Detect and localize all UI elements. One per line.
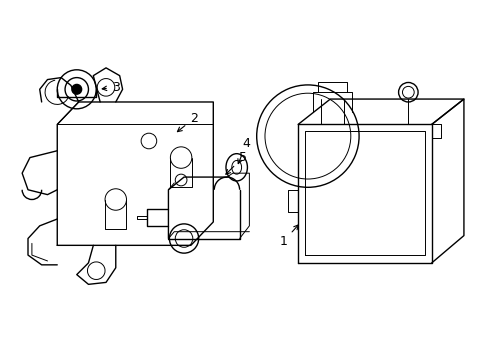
Text: 2: 2 — [177, 112, 197, 132]
Text: 4: 4 — [238, 138, 250, 163]
Circle shape — [72, 85, 81, 94]
Text: 3: 3 — [102, 81, 120, 94]
Text: 1: 1 — [279, 225, 298, 248]
Text: 5: 5 — [225, 151, 246, 174]
